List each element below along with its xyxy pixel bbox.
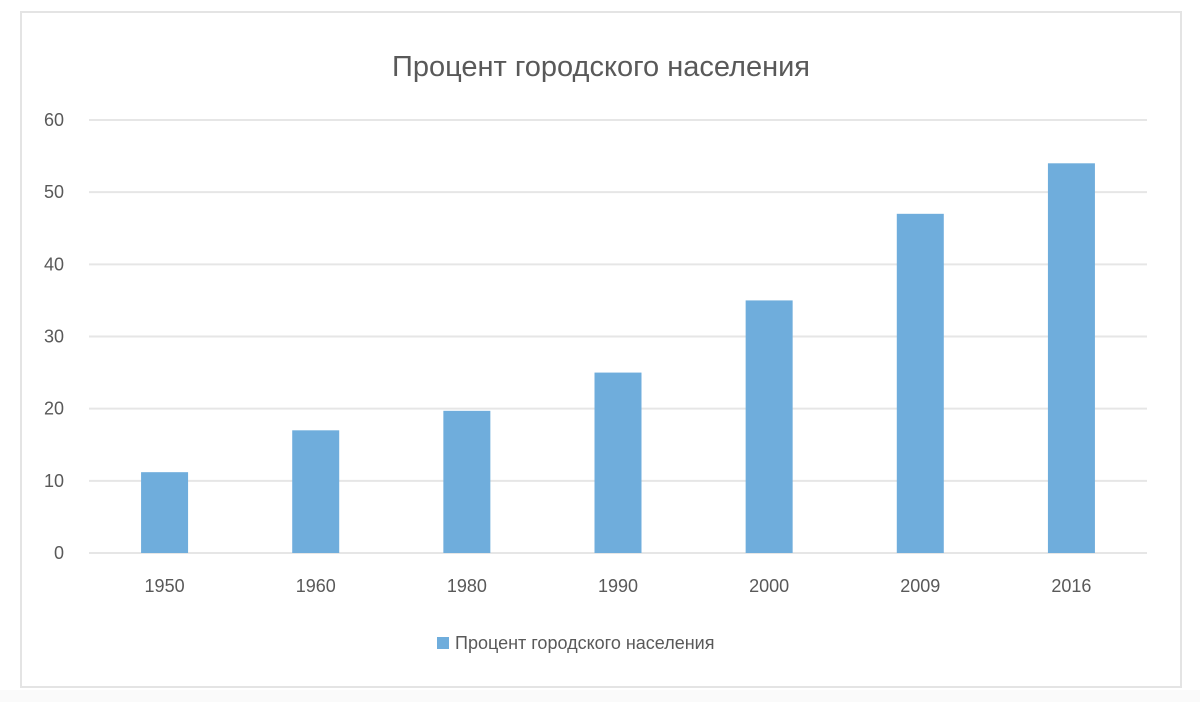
legend-swatch	[437, 637, 449, 649]
x-tick-label: 1960	[296, 576, 336, 596]
bars	[141, 163, 1095, 554]
bar-1950	[141, 472, 189, 553]
x-tick-label: 2000	[749, 576, 789, 596]
x-tick-label: 2009	[900, 576, 940, 596]
bar-1990	[594, 372, 642, 553]
bar-1980	[443, 410, 491, 553]
x-axis-tick-labels: 1950 1960 1980 1990 2000 2009 2016	[145, 576, 1092, 596]
legend-label: Процент городского населения	[455, 633, 714, 653]
y-tick-label: 10	[44, 471, 64, 491]
y-tick-label: 0	[54, 543, 64, 563]
y-tick-label: 50	[44, 182, 64, 202]
y-tick-label: 40	[44, 254, 64, 274]
x-tick-label: 1950	[145, 576, 185, 596]
chart-title: Процент городского населения	[392, 51, 810, 83]
chart-frame	[20, 11, 1182, 688]
y-tick-label: 20	[44, 399, 64, 419]
y-tick-label: 60	[44, 110, 64, 130]
bar-2000	[745, 300, 793, 553]
y-axis-tick-labels: 0 10 20 30 40 50 60	[44, 110, 64, 563]
legend: Процент городского населения	[437, 633, 714, 653]
x-tick-label: 1980	[447, 576, 487, 596]
x-tick-label: 1990	[598, 576, 638, 596]
bar-2009	[896, 213, 944, 554]
y-tick-label: 30	[44, 327, 64, 347]
x-tick-label: 2016	[1051, 576, 1091, 596]
page-background-strip	[0, 690, 1200, 702]
bar-1960	[292, 430, 340, 553]
bar-2016	[1047, 163, 1095, 554]
